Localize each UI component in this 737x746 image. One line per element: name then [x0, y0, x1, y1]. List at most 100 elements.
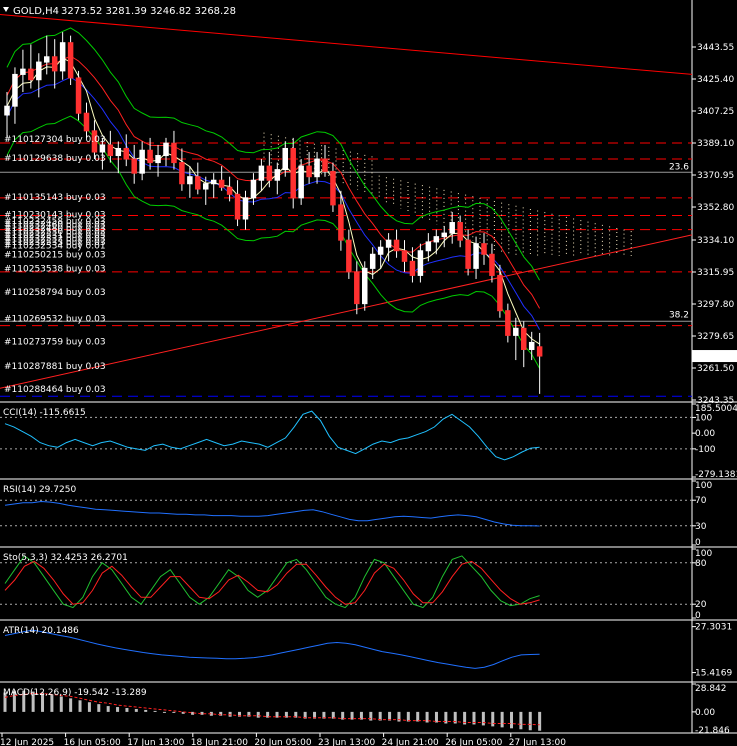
time-tick-label: 26 Jun 05:00 — [445, 738, 502, 746]
indicator-pane: 27.3031 15.4169 ATR(14) 20.1486 — [3, 623, 732, 679]
indicator-pane: 100 70 30 0 RSI(14) 29.7250 — [0, 480, 712, 548]
indicator-title: MACD(12,26,9) -19.542 -13.289 — [3, 688, 147, 698]
candle — [441, 226, 447, 248]
candle-body — [314, 158, 320, 178]
macd-histogram-bar — [256, 711, 260, 718]
candle — [139, 141, 145, 181]
macd-signal-line — [4, 693, 540, 726]
candle-body — [91, 130, 98, 153]
macd-histogram-bar — [453, 711, 457, 724]
macd-histogram-bar — [144, 709, 148, 712]
candle-body — [473, 243, 479, 269]
macd-histogram-bar — [125, 708, 129, 712]
macd-histogram-bar — [134, 708, 138, 712]
candle-body — [12, 73, 18, 107]
order-label: #110232460 buy 0.03 — [4, 220, 106, 230]
candle — [226, 176, 233, 202]
macd-histogram-bar — [200, 711, 204, 715]
candle — [473, 236, 479, 279]
candle — [417, 243, 424, 283]
candle — [290, 137, 296, 209]
candle-body — [131, 158, 137, 174]
macd-histogram-bar — [528, 711, 532, 731]
dropdown-triangle-icon[interactable] — [3, 7, 9, 12]
indicator-title: Sto(5,3,3) 32.4253 26.2701 — [3, 553, 128, 563]
order-label: #110232532 buy 0.03 — [4, 234, 106, 244]
candle — [362, 261, 368, 311]
macd-histogram-bar — [50, 694, 54, 712]
macd-histogram-bar — [275, 711, 279, 718]
candle — [171, 130, 177, 170]
candle-body — [369, 253, 376, 269]
time-tick-label: 27 Jun 13:00 — [509, 738, 566, 746]
macd-histogram-bar — [350, 711, 354, 720]
candle — [12, 67, 18, 124]
macd-histogram-bar — [209, 711, 213, 716]
macd-histogram-bar — [538, 711, 542, 731]
macd-histogram-bar — [12, 690, 16, 712]
candle-body — [266, 165, 273, 181]
candle-body — [44, 56, 50, 63]
candle-body — [346, 239, 352, 273]
candle — [274, 162, 281, 195]
macd-histogram-bar — [369, 711, 373, 721]
order-label: #110232458 buy 0.03 — [4, 217, 106, 227]
candle — [123, 134, 129, 167]
candle-body — [385, 239, 392, 248]
candle — [4, 92, 10, 138]
candle — [505, 303, 511, 343]
chart-header: GOLD,H4 3273.52 3281.39 3246.82 3268.28 — [3, 6, 236, 17]
stochastic-signal-line — [4, 560, 540, 605]
candle — [258, 159, 265, 191]
candle-body — [417, 250, 424, 276]
candle-body — [274, 169, 281, 181]
candle — [44, 35, 50, 75]
candle-body — [441, 232, 447, 238]
indicator-tick-label: 100 — [695, 481, 712, 491]
indicator-tick-label: 28.842 — [695, 684, 727, 694]
macd-histogram-bar — [284, 711, 288, 718]
indicator-line — [4, 629, 540, 669]
order-label: #110232533 buy 0.03 — [4, 238, 106, 248]
candle-body — [338, 204, 344, 241]
price-tick-label: 3370.95 — [697, 171, 734, 181]
candle — [28, 44, 34, 89]
candle-body — [75, 77, 82, 114]
macd-histogram-bar — [388, 711, 392, 721]
fast-ma-line — [6, 57, 540, 345]
indicator-tick-label: 80 — [695, 559, 707, 569]
indicator-tick-label: 15.4169 — [695, 669, 732, 679]
indicator-tick-label: -21.846 — [695, 726, 730, 736]
indicator-pane: 28.842 0.00 -21.846 MACD(12,26,9) -19.542 -… — [3, 683, 730, 736]
indicator-tick-label: 20 — [695, 600, 707, 610]
candle-body — [139, 149, 145, 174]
indicator-tick-label: 70 — [695, 496, 707, 506]
horizontal-levels: 23.6 38.2 — [0, 13, 693, 397]
indicator-line — [4, 410, 540, 461]
macd-histogram-bar — [303, 711, 307, 719]
price-tick-label: 3315.95 — [697, 268, 734, 278]
time-tick-label: 17 Jun 13:00 — [127, 738, 184, 746]
candle — [338, 190, 344, 251]
macd-histogram-bar — [22, 690, 26, 712]
candle — [59, 32, 66, 80]
candle — [385, 233, 392, 262]
macd-histogram-bar — [106, 706, 110, 712]
candle-body — [449, 222, 455, 234]
candle — [354, 261, 360, 315]
candle — [481, 233, 487, 265]
candle-body — [489, 253, 495, 276]
candle — [457, 215, 463, 248]
main-price-pane[interactable]: 23.6 38.2 #110127304 buy 0.03 #110129638 b… — [0, 13, 737, 406]
order-label: #110288464 buy 0.03 — [4, 385, 106, 395]
price-tick-label: 3425.40 — [697, 75, 734, 85]
order-label: #110232534 buy 0.01 — [4, 241, 106, 251]
upper-band-line — [6, 27, 541, 281]
price-tick-label: 3279.65 — [697, 332, 734, 342]
candle — [99, 137, 106, 170]
candle — [210, 173, 217, 198]
price-tick-label: 3352.80 — [697, 203, 734, 213]
macd-histogram-bar — [228, 711, 232, 717]
candle-body — [147, 149, 153, 164]
